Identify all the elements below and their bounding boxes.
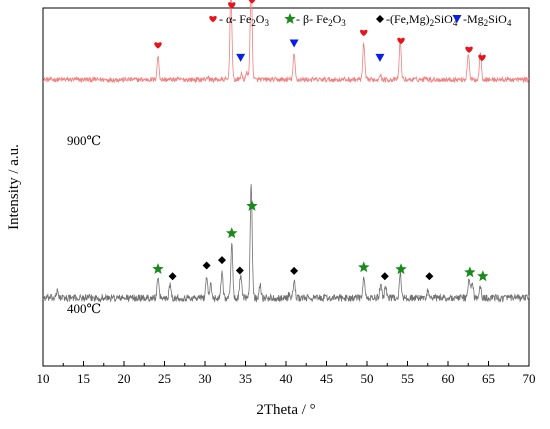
x-tick-label: 25 — [158, 371, 171, 386]
star-marker-icon — [284, 13, 296, 24]
y-axis-title: Intensity / a.u. — [6, 144, 22, 230]
legend-label: -Mg2SiO4 — [463, 12, 512, 28]
legend-item: - α- Fe2O3 — [209, 12, 269, 28]
x-tick-label: 20 — [118, 371, 131, 386]
legend-item: - β- Fe2O3 — [284, 12, 346, 28]
diamond-marker-icon — [168, 272, 177, 281]
triangle-down-marker-icon — [289, 39, 299, 48]
series-label-400: 400℃ — [67, 301, 101, 316]
triangle-down-marker-icon — [452, 15, 462, 23]
x-tick-label: 50 — [361, 371, 374, 386]
star-marker-icon — [226, 227, 238, 239]
heart-marker-icon — [360, 29, 368, 37]
series-line-400 — [42, 184, 530, 303]
x-tick-label: 30 — [199, 371, 212, 386]
heart-marker-icon — [248, 0, 256, 4]
star-marker-icon — [464, 266, 476, 278]
legend-label: - β- Fe2O3 — [296, 12, 346, 28]
legend-item: -Mg2SiO4 — [452, 12, 512, 28]
star-marker-icon — [152, 263, 164, 274]
x-tick-label: 10 — [37, 371, 50, 386]
diamond-marker-icon — [218, 256, 227, 265]
x-tick-label: 70 — [523, 371, 536, 386]
x-axis-title: 2Theta / ° — [256, 402, 315, 418]
series-label-900: 900℃ — [67, 133, 101, 148]
diamond-marker-icon — [235, 266, 244, 275]
x-tick-label: 60 — [442, 371, 455, 386]
diamond-marker-icon — [425, 272, 434, 281]
diamond-marker-icon — [376, 15, 384, 23]
star-marker-icon — [358, 261, 370, 273]
diamond-marker-icon — [380, 272, 389, 281]
heart-marker-icon — [209, 15, 217, 23]
x-tick-label: 55 — [401, 371, 414, 386]
peak-markers — [152, 0, 489, 282]
triangle-down-marker-icon — [375, 53, 385, 62]
star-marker-icon — [477, 270, 489, 282]
heart-marker-icon — [478, 54, 486, 62]
legend-label: - α- Fe2O3 — [219, 12, 269, 28]
diamond-marker-icon — [202, 261, 211, 270]
legend: - α- Fe2O3 - β- Fe2O3 -(Fe,Mg)2SiO4 -Mg2SiO… — [209, 12, 512, 28]
triangle-down-marker-icon — [236, 53, 246, 62]
series-layer — [42, 0, 530, 303]
x-axis-ticks: 10 15 20 25 30 35 40 45 50 55 60 65 70 — [37, 361, 536, 386]
x-tick-label: 15 — [77, 371, 90, 386]
diamond-marker-icon — [290, 266, 299, 275]
heart-marker-icon — [397, 37, 405, 45]
heart-marker-icon — [465, 46, 473, 53]
star-marker-icon — [246, 200, 258, 211]
legend-item: -(Fe,Mg)2SiO4 — [376, 12, 458, 28]
x-tick-label: 35 — [239, 371, 252, 386]
x-tick-label: 40 — [280, 371, 293, 386]
plot-frame — [42, 7, 530, 367]
heart-marker-icon — [154, 42, 162, 49]
x-tick-label: 45 — [320, 371, 333, 386]
x-tick-label: 65 — [482, 371, 495, 386]
star-marker-icon — [395, 263, 407, 275]
heart-marker-icon — [228, 2, 236, 9]
series-line-900 — [42, 0, 530, 84]
legend-label: -(Fe,Mg)2SiO4 — [386, 12, 458, 28]
